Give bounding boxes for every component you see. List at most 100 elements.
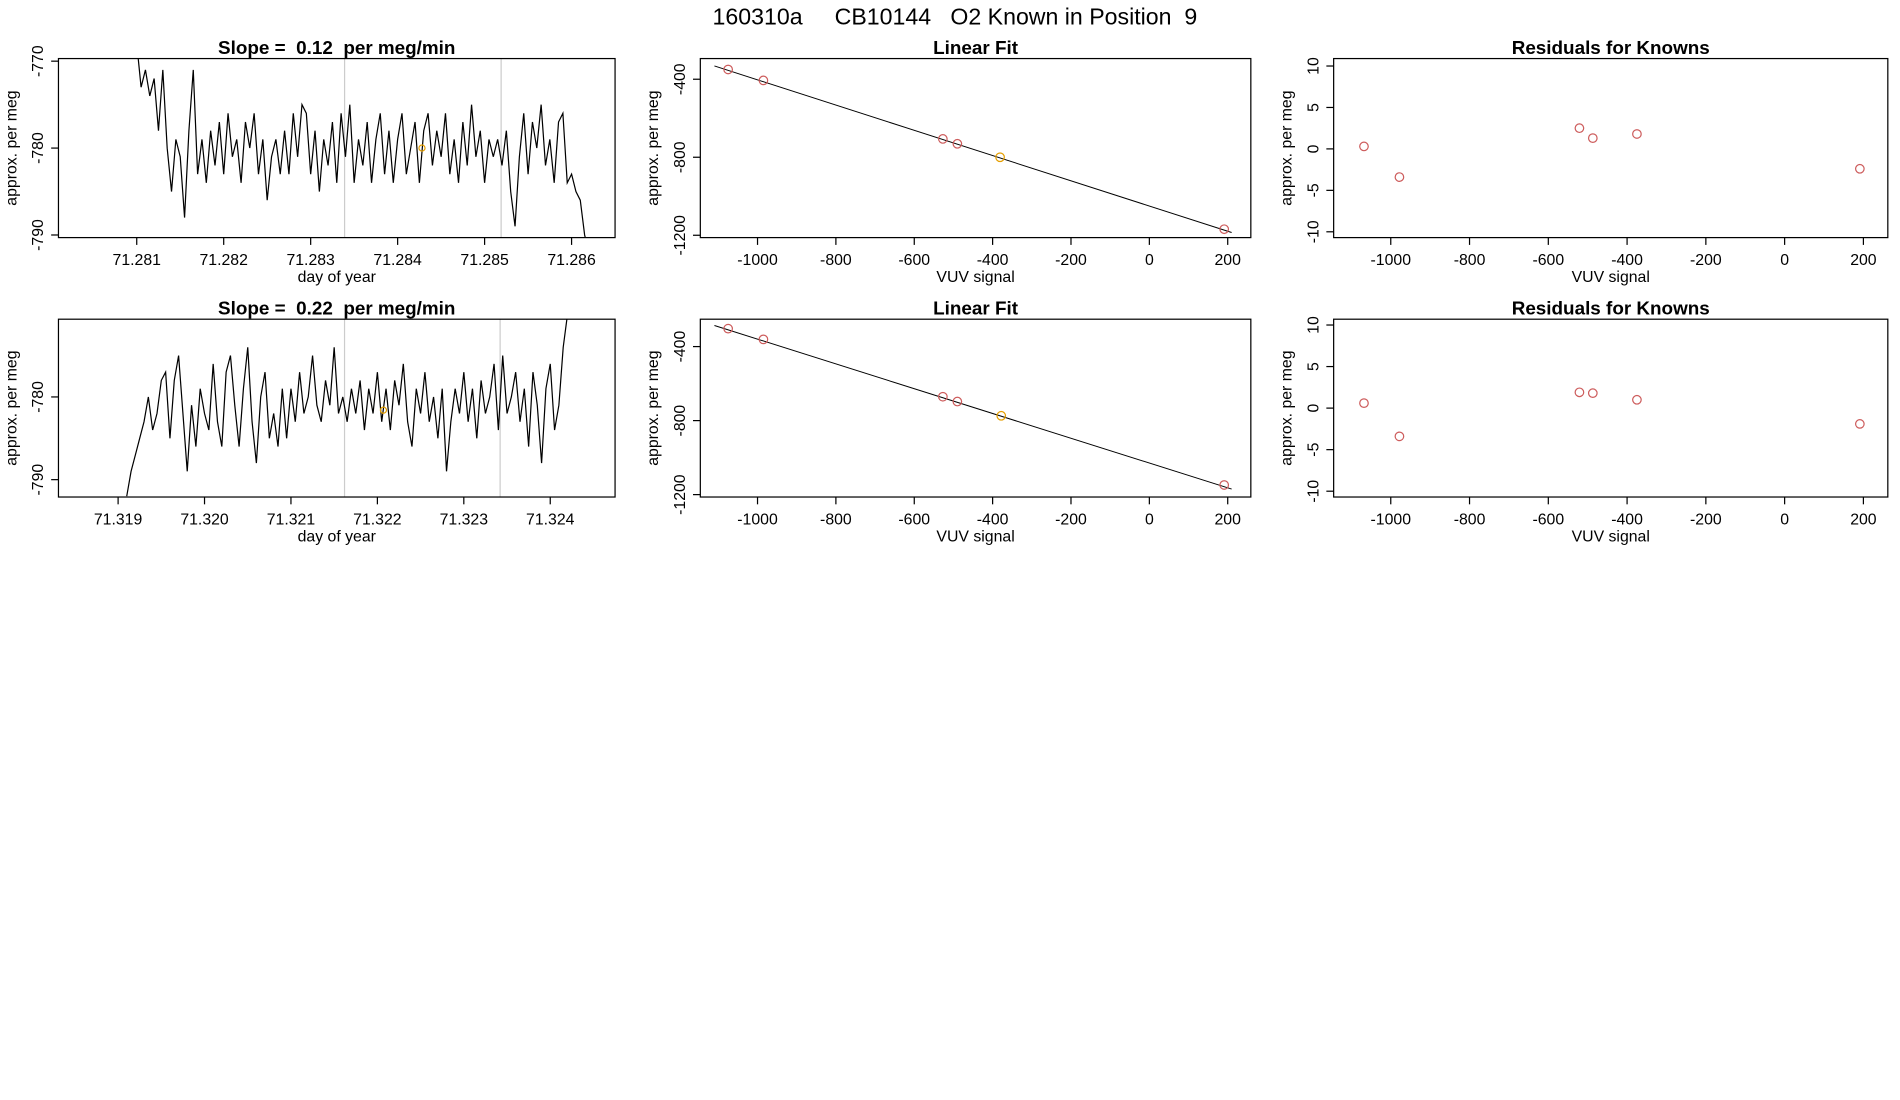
y-tick-label: -1200 [672,474,689,515]
panel: Residuals for Knowns VUV signal approx. pe… [1279,37,1889,286]
y-tick-label: -800 [672,141,689,173]
x-tick-label: 71.283 [286,252,335,269]
y-tick-label: -800 [672,405,689,437]
x-tick-label: -800 [1454,252,1486,269]
x-tick-label: -800 [1454,511,1486,528]
x-axis-label: day of year [298,269,377,286]
data-point [952,396,963,407]
data-point [996,410,1007,421]
x-tick-label: 71.284 [373,252,422,269]
data-point [1587,133,1598,144]
x-tick-label: 0 [1780,511,1789,528]
x-tick-label: -400 [977,511,1009,528]
chart-title: Residuals for Knowns [1512,297,1710,318]
y-axis-label: approx. per meg [645,90,662,205]
x-tick-label: 71.285 [460,252,509,269]
x-tick-label: 200 [1215,511,1242,528]
data-point [1359,141,1369,152]
y-tick-label: -780 [30,381,47,413]
y-tick-label: -10 [1305,220,1322,243]
x-tick-label: -800 [820,252,852,269]
data-line [137,58,586,238]
y-axis-label: approx. per meg [1279,90,1296,205]
y-tick-label: 5 [1305,362,1322,371]
data-point [723,64,734,75]
highlight-point [379,406,388,414]
x-tick-label: -400 [977,252,1009,269]
data-point [1359,398,1369,408]
x-tick-label: 71.321 [267,511,316,528]
x-tick-label: -1000 [737,511,778,528]
data-point [1854,163,1865,174]
x-tick-label: 71.323 [440,511,489,528]
panel: Residuals for Knowns VUV signal approx. pe… [1279,297,1889,545]
y-tick-label: -5 [1305,183,1322,197]
chart-title: Linear Fit [933,297,1019,318]
y-tick-label: -780 [30,132,47,164]
plot-area [714,64,1232,235]
data-point [937,134,948,144]
x-tick-label: -800 [820,511,852,528]
data-point [1854,419,1865,429]
x-tick-label: -1000 [1371,252,1412,269]
plot-frame [57,318,616,498]
x-tick-label: 0 [1145,252,1154,269]
x-axis-label: VUV signal [1572,528,1650,545]
data-point [758,334,769,345]
x-tick-label: 200 [1215,252,1242,269]
fit-line [714,325,1232,490]
plot-area [1359,123,1865,182]
y-axis-label: approx. per meg [3,90,20,205]
x-tick-label: 0 [1780,252,1789,269]
x-axis-label: day of year [298,528,377,545]
y-axis-label: approx. per meg [1279,350,1296,465]
x-tick-label: 71.286 [547,252,596,269]
plot-frame [1333,57,1889,239]
y-tick-label: 5 [1305,103,1322,112]
y-axis-label: approx. per meg [3,350,20,465]
chart-title: Slope = 0.12 per meg/min [218,37,455,58]
data-point [1219,224,1230,235]
x-tick-label: -200 [1690,511,1722,528]
x-axis-label: VUV signal [936,528,1014,545]
data-point [1632,394,1642,405]
data-point [1632,129,1642,139]
data-point [995,152,1005,163]
plot-area [714,323,1232,490]
x-tick-label: -200 [1690,252,1722,269]
x-tick-label: -400 [1611,511,1643,528]
y-tick-label: -790 [30,464,47,496]
x-tick-label: -1000 [1371,511,1412,528]
y-tick-label: -5 [1305,442,1322,456]
x-tick-label: -600 [1532,252,1564,269]
data-point [758,75,769,86]
x-tick-label: -600 [898,252,930,269]
x-tick-label: -600 [898,511,930,528]
x-tick-label: 71.324 [526,511,575,528]
y-tick-label: 10 [1305,316,1322,334]
x-tick-label: 200 [1850,252,1877,269]
x-tick-label: -600 [1532,511,1564,528]
data-point [1394,431,1405,442]
panel: Slope = 0.22 per meg/min day of year appro… [3,297,616,545]
y-tick-label: -770 [30,45,47,77]
x-tick-label: 71.320 [180,511,229,528]
highlight-point [418,144,426,152]
plot-frame [1333,318,1889,498]
y-tick-label: -790 [30,219,47,251]
x-axis-label: VUV signal [936,269,1014,286]
x-tick-label: -200 [1055,511,1087,528]
x-tick-label: 71.282 [199,252,247,269]
data-point [1219,480,1230,490]
fit-line [714,65,1232,233]
x-tick-label: 71.319 [94,511,143,528]
x-tick-label: 71.281 [113,252,162,269]
x-tick-label: 0 [1145,511,1154,528]
y-tick-label: -10 [1305,480,1322,503]
data-line [126,319,568,497]
y-tick-label: -400 [672,331,689,363]
y-tick-label: -1200 [672,215,689,256]
data-point [1574,123,1585,134]
